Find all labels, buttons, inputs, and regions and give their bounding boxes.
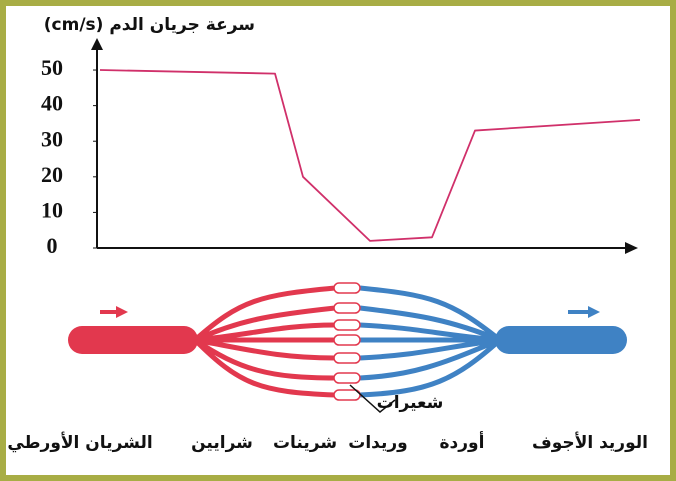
y-tick-label: 50 [41, 55, 63, 80]
category-label: الوريد الأجوف [532, 432, 648, 453]
y-tick-label: 10 [41, 197, 63, 222]
vessels [68, 282, 627, 413]
category-label: وريدات [348, 433, 407, 453]
y-tick-label: 30 [41, 126, 63, 151]
category-label: الشريان الأورطي [7, 432, 152, 453]
y-axis-label: سرعة جريان الدم (cm/s) [44, 15, 255, 35]
category-label: شعيرات [377, 393, 444, 413]
x-arrow [625, 242, 638, 254]
y-tick-label: 0 [47, 233, 58, 258]
category-label: أوردة [440, 431, 485, 453]
y-tick-label: 40 [41, 91, 63, 116]
y-arrow [91, 38, 103, 50]
category-label: شرينات [273, 433, 337, 453]
category-label: شرايين [191, 433, 253, 453]
y-tick-label: 20 [41, 162, 63, 187]
speed-line [99, 69, 641, 242]
